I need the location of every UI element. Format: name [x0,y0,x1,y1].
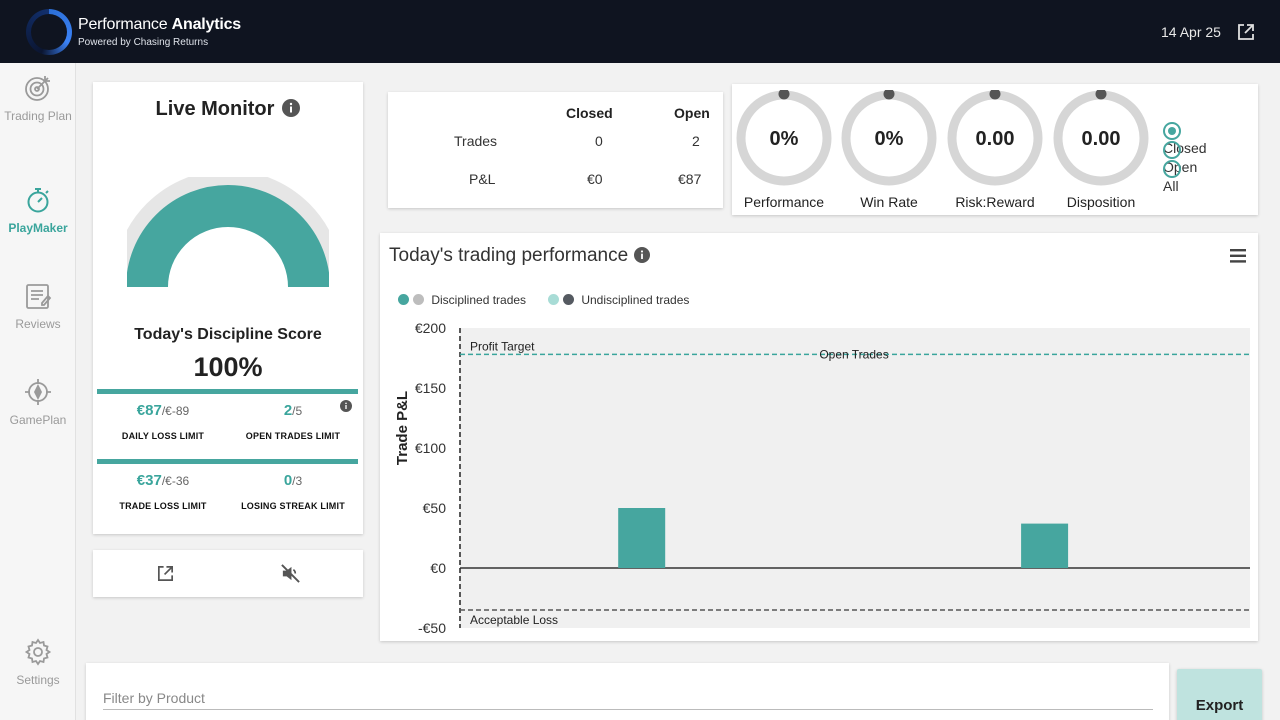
legend-disciplined[interactable]: Disciplined trades [398,293,526,307]
y-axis-label: Trade P&L [394,391,411,465]
column-header-closed: Closed [566,105,613,121]
gauge-fill [127,185,329,288]
acceptable-loss-label: Acceptable Loss [470,613,558,627]
trades-closed-value: 0 [595,133,603,149]
open-trades-limit: 2/5 OPEN TRADES LIMIT [245,402,341,441]
limits-info-icon[interactable] [340,400,352,412]
compass-icon [25,379,51,405]
trades-open-value: 2 [692,133,700,149]
hamburger-menu-icon[interactable] [1230,249,1246,263]
ring-marker [778,88,790,100]
y-tick-label: €100 [415,440,446,456]
y-tick-label: -€50 [418,620,446,636]
row-label-pnl: P&L [469,171,496,187]
filter-underline [103,709,1153,710]
pnl-open-value: €87 [678,171,702,187]
legend-dot [398,294,409,305]
chart-bar[interactable] [1021,523,1069,568]
discipline-score-value: 100% [193,352,263,382]
profit-target-label: Profit Target [470,339,535,353]
ring-marker [1095,88,1107,100]
pnl-chart: €200 €150 €100 €50 €0 -€50 Profit Target Open … [394,320,1250,636]
sidebar-item-reviews[interactable]: Reviews [0,281,76,331]
monitor-actions-card [93,550,363,597]
radio-closed-button[interactable] [1163,122,1181,140]
column-header-open: Open [674,105,710,121]
notepad-icon [26,284,52,309]
performance-metric: 0% Performance [736,88,832,210]
mute-icon[interactable] [280,563,301,584]
sidebar-item-playmaker[interactable]: PlayMaker [0,185,76,235]
radio-open-button[interactable] [1163,141,1181,159]
losing-streak-limit: 0/3 LOSING STREAK LIMIT [241,472,345,511]
chart-title: Today's trading performance [389,245,651,267]
win-rate-metric: 0% Win Rate [841,88,937,210]
logo-icon [26,9,72,55]
stopwatch-icon [27,188,49,213]
sidebar-item-gameplan[interactable]: GamePlan [0,377,76,427]
limit-bar [97,459,358,464]
filter-by-product-input[interactable]: Filter by Product [103,690,205,706]
row-label-trades: Trades [454,133,498,149]
daily-loss-limit: €87/€-89 DAILY LOSS LIMIT [121,402,205,441]
disposition-metric: 0.00 Disposition [1053,88,1149,210]
external-link-icon[interactable] [1236,22,1256,42]
discipline-score-label: Today's Discipline Score [134,326,322,343]
plot-area [460,328,1250,628]
live-monitor-card: Live Monitor Today's Discipline Score 10… [93,82,363,534]
y-tick-label: €50 [423,500,447,516]
product-filter-card: Filter by Product [86,663,1169,720]
chart-bar[interactable] [618,508,666,568]
legend-dot [548,294,559,305]
y-tick-label: €0 [430,560,446,576]
app-title: Performance Analytics [78,16,241,33]
popout-icon[interactable] [156,564,175,583]
sidebar-item-settings[interactable]: Settings [0,637,76,687]
ring-marker [989,88,1001,100]
open-trades-label: Open Trades [819,347,888,361]
app-header: Performance Analytics Powered by Chasing… [0,0,1280,63]
live-monitor-title: Live Monitor [93,98,363,121]
risk-reward-metric: 0.00 Risk:Reward [947,88,1043,210]
discipline-gauge [127,177,329,288]
export-button[interactable]: Export [1177,669,1262,720]
legend-undisciplined[interactable]: Undisciplined trades [548,293,689,307]
radio-all[interactable]: All [1163,160,1191,194]
legend-dot [563,294,574,305]
ring-marker [883,88,895,100]
limit-bar [97,389,358,394]
y-tick-label: €150 [415,380,446,396]
trade-loss-limit: €37/€-36 TRADE LOSS LIMIT [119,472,207,511]
radio-all-button[interactable] [1163,160,1181,178]
app-subtitle: Powered by Chasing Returns [78,37,209,48]
gear-icon [24,638,52,666]
pnl-closed-value: €0 [587,171,603,187]
chart-info-icon[interactable] [634,247,651,263]
trade-summary-card: Closed Open Trades 0 2 P&L €0 €87 [388,92,723,208]
y-tick-label: €200 [415,320,446,336]
legend-dot [413,294,424,305]
metrics-card: 0% Performance 0% Win Rate 0.00 Risk:Rew… [732,84,1258,215]
target-icon [25,76,50,101]
sidebar: Trading Plan PlayMaker Reviews GamePlan … [0,63,76,720]
trading-performance-card: Today's trading performance Disciplined … [380,233,1258,641]
sidebar-item-trading-plan[interactable]: Trading Plan [0,73,76,123]
header-date: 14 Apr 25 [1161,24,1221,40]
info-icon[interactable] [282,99,301,117]
